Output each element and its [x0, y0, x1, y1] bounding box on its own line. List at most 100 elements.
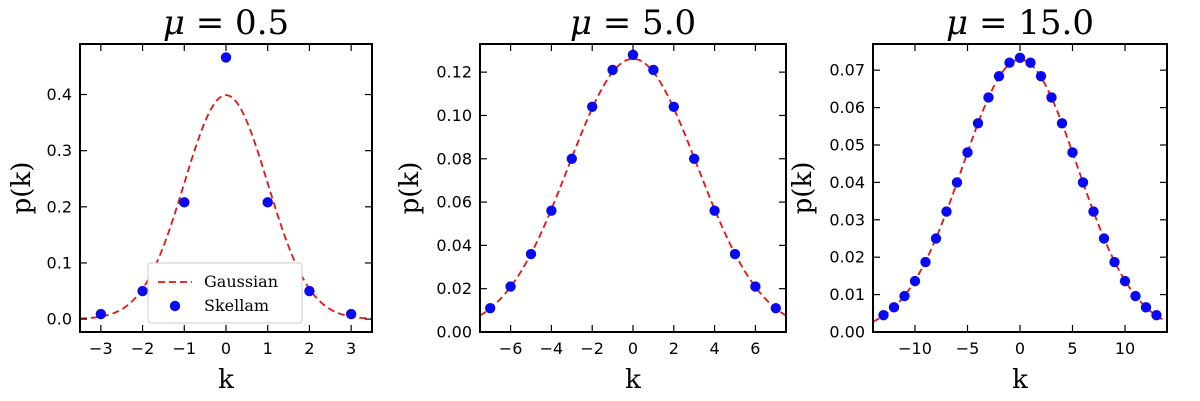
y-tick-label: 0.02 — [829, 248, 865, 267]
y-tick-label: 0.12 — [436, 63, 472, 82]
title-value: = 5.0 — [592, 3, 696, 43]
skellam-point — [1046, 92, 1057, 103]
y-axis-label: p(k) — [395, 162, 425, 215]
skellam-point — [1056, 118, 1068, 129]
x-tick-label: −2 — [580, 339, 604, 358]
y-tick-label: 0.2 — [47, 197, 72, 216]
x-tick-label: 2 — [304, 339, 314, 358]
y-tick-label: 0.3 — [47, 141, 72, 160]
x-axis-label: k — [1012, 365, 1028, 395]
skellam-point — [566, 153, 577, 164]
legend-label-gaussian: Gaussian — [204, 272, 278, 291]
x-tick-label: 6 — [750, 339, 760, 358]
x-tick-label: 10 — [1115, 339, 1135, 358]
skellam-point — [1130, 290, 1141, 302]
legend: Gaussian Skellam — [147, 262, 303, 324]
title-symbol: μ — [163, 3, 185, 43]
skellam-point — [179, 197, 190, 208]
skellam-point — [750, 281, 761, 292]
skellam-point — [972, 118, 984, 129]
y-axis-label: p(k) — [788, 162, 818, 215]
skellam-point — [587, 101, 598, 112]
x-tick-label: −3 — [89, 339, 113, 358]
x-tick-label: 0 — [628, 339, 638, 358]
skellam-point — [1119, 275, 1131, 287]
title-value: = 0.5 — [185, 3, 289, 43]
y-tick-label: 0.4 — [47, 85, 72, 104]
title-symbol: μ — [570, 3, 592, 43]
x-axis-label: k — [625, 365, 641, 395]
x-tick-label: 4 — [710, 339, 720, 358]
y-tick-label: 0.00 — [829, 323, 865, 342]
subplot-1: −3 −2 −1 0 1 2 3 0.0 0.1 0.2 0.3 0.4 k p(k) μ = 0.5 Gau… — [7, 3, 373, 395]
subplot-3: −10 −5 0 5 10 0.00 0.01 0.02 0.03 0.04 0.05 0.06 0.0… — [788, 3, 1168, 395]
skellam-point — [485, 302, 496, 314]
skellam-point — [137, 285, 148, 297]
legend-label-skellam: Skellam — [204, 296, 269, 315]
skellam-point — [951, 177, 963, 188]
skellam-point — [95, 308, 107, 320]
skellam-point — [1004, 57, 1015, 68]
skellam-point — [1088, 206, 1099, 217]
skellam-point — [1014, 52, 1026, 64]
x-tick-label: 2 — [669, 339, 679, 358]
legend-box — [147, 262, 303, 324]
x-axis-label: k — [218, 365, 234, 395]
skellam-point — [899, 290, 910, 302]
y-tick-label: 0.01 — [829, 285, 865, 304]
y-tick-label: 0.10 — [436, 106, 472, 125]
legend-skellam-swatch — [169, 300, 181, 312]
axes-frame — [479, 43, 787, 333]
skellam-point — [1077, 177, 1089, 188]
skellam-point — [689, 153, 700, 164]
skellam-point — [878, 309, 889, 321]
y-tick-label: 0.06 — [436, 193, 472, 212]
y-tick-label: 0.07 — [829, 61, 865, 80]
y-tick-label: 0.00 — [436, 323, 472, 342]
skellam-point — [627, 49, 639, 61]
skellam-point — [930, 233, 942, 244]
x-tick-label: 1 — [263, 339, 273, 358]
gaussian-curve — [479, 57, 787, 317]
skellam-point — [1109, 256, 1120, 268]
y-tick-label: 0.05 — [829, 135, 865, 154]
chart-title: μ = 5.0 — [570, 3, 696, 43]
x-tick-label: −10 — [898, 339, 932, 358]
y-tick-label: 0.06 — [829, 98, 865, 117]
y-tick-label: 0.08 — [436, 149, 472, 168]
skellam-point — [920, 256, 931, 268]
skellam-point — [1140, 302, 1152, 313]
x-tick-label: −5 — [956, 339, 980, 358]
y-tick-label: 0.1 — [47, 253, 72, 272]
y-tick-label: 0.03 — [829, 210, 865, 229]
skellam-point — [993, 70, 1005, 82]
skellam-point — [668, 101, 679, 112]
skellam-point — [220, 52, 232, 63]
skellam-point — [262, 197, 273, 208]
skellam-point — [1098, 233, 1110, 244]
x-tick-label: 0 — [221, 339, 231, 358]
skellam-point — [770, 302, 781, 314]
y-tick-label: 0.04 — [829, 173, 865, 192]
chart-title: μ = 0.5 — [163, 3, 289, 43]
x-tick-label: −4 — [540, 339, 564, 358]
y-tick-label: 0.0 — [47, 310, 72, 329]
x-tick-label: −2 — [131, 339, 155, 358]
x-tick-label: 5 — [1067, 339, 1077, 358]
subplot-2: −6 −4 −2 0 2 4 6 0.00 0.02 0.04 0.06 0.08 0.10 0.12 k p… — [395, 3, 787, 395]
skellam-point — [345, 308, 357, 320]
skellam-point — [909, 275, 921, 287]
x-tick-label: 0 — [1015, 339, 1025, 358]
y-tick-label: 0.02 — [436, 279, 472, 298]
skellam-point — [1035, 70, 1047, 82]
chart-title: μ = 15.0 — [946, 3, 1094, 43]
axes-frame — [872, 43, 1168, 333]
skellam-point — [941, 206, 952, 217]
gaussian-curve — [79, 94, 373, 320]
skellam-point — [962, 147, 973, 158]
skellam-point — [648, 64, 659, 76]
title-symbol: μ — [946, 3, 968, 43]
skellam-point — [525, 248, 537, 260]
skellam-point — [888, 302, 900, 313]
